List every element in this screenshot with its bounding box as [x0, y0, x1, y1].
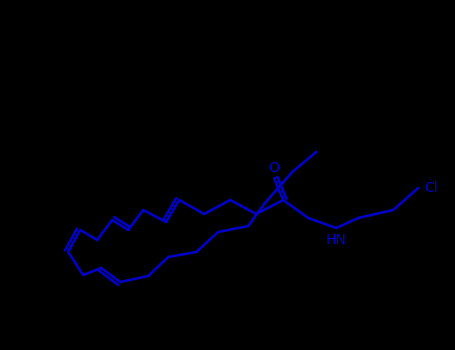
Text: Cl: Cl — [424, 181, 438, 195]
Text: O: O — [268, 161, 279, 175]
Text: HN: HN — [326, 233, 346, 247]
